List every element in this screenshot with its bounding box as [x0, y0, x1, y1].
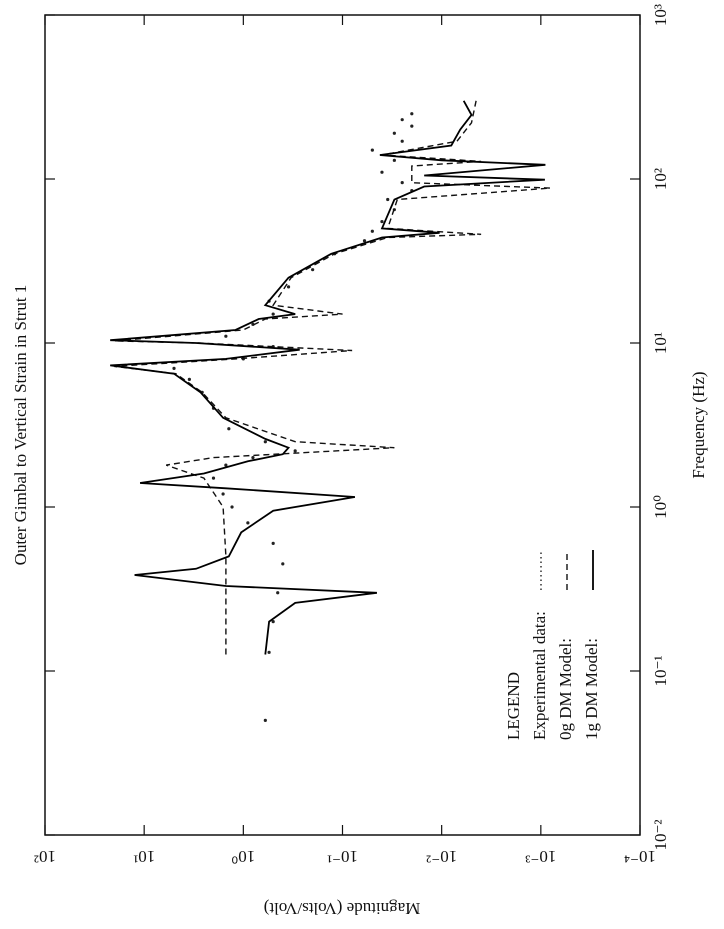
data-point [380, 219, 384, 224]
series-line [114, 100, 551, 655]
y-tick-label: 10⁻² [426, 847, 457, 866]
data-point [227, 427, 231, 431]
data-point [263, 440, 267, 444]
data-point [187, 377, 191, 381]
data-point [400, 139, 404, 143]
data-point [230, 505, 234, 509]
data-point [392, 131, 396, 135]
y-tick-label: 10⁻¹ [327, 847, 358, 866]
legend-label: 0g DM Model: [556, 638, 575, 740]
data-point [370, 229, 374, 233]
data-point [400, 118, 404, 122]
data-point [263, 718, 267, 722]
series-line [110, 100, 546, 655]
data-point [400, 181, 404, 185]
data-point [311, 268, 315, 272]
data-point [267, 650, 271, 654]
data-point [224, 463, 228, 467]
data-point [410, 124, 414, 128]
data-point [271, 541, 275, 545]
plot-frame [44, 14, 641, 836]
y-tick-label: 10¹ [133, 847, 155, 866]
data-point [224, 334, 228, 338]
x-tick-label: 10³ [651, 4, 670, 26]
x-axis-title: Frequency (Hz) [689, 371, 708, 478]
data-point [380, 170, 384, 174]
data-point [251, 456, 255, 460]
x-tick-label: 10² [651, 168, 670, 190]
legend-title: LEGEND [504, 672, 523, 740]
data-point [246, 521, 250, 525]
data-point [386, 197, 390, 202]
data-point [392, 158, 396, 162]
data-point [362, 239, 367, 243]
x-tick-label: 10¹ [651, 332, 670, 354]
data-point [211, 476, 216, 480]
data-point [370, 148, 374, 152]
y-tick-label: 10² [34, 847, 56, 866]
y-tick-label: 10⁰ [231, 847, 255, 866]
x-tick-label: 10⁻² [651, 819, 670, 850]
data-point [281, 562, 285, 566]
y-tick-label: 10⁻³ [525, 847, 556, 866]
data-point [172, 366, 176, 371]
data-point [286, 285, 291, 289]
chart-title: Outer Gimbal to Vertical Strain in Strut… [11, 285, 30, 566]
x-tick-label: 10⁰ [651, 495, 670, 519]
data-point [410, 112, 414, 116]
data-point [271, 312, 275, 316]
legend-label: 1g DM Model: [582, 638, 601, 740]
data-point [276, 591, 280, 595]
data-point [221, 492, 225, 496]
x-tick-label: 10⁻¹ [651, 655, 670, 686]
rotated-plot: Outer Gimbal to Vertical Strain in Strut… [11, 4, 708, 918]
legend-label: Experimental data: [530, 611, 549, 740]
y-axis-title: Magnitude (Volts/Volt) [264, 899, 421, 918]
y-tick-label: 10⁻⁴ [624, 847, 656, 866]
data-point [293, 449, 297, 453]
data-point [271, 620, 275, 624]
